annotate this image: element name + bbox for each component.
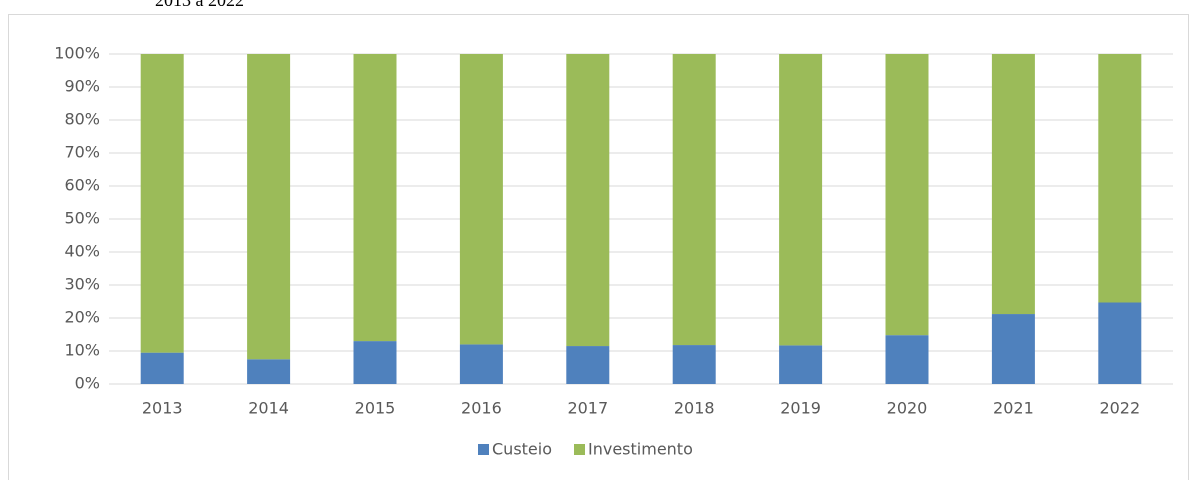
bar-segment — [247, 359, 291, 384]
y-tick-label: 70% — [64, 143, 100, 162]
bar-segment — [353, 54, 397, 342]
y-tick-label: 30% — [64, 275, 100, 294]
bar-segment — [991, 54, 1035, 315]
bar-segment — [459, 54, 503, 345]
y-tick-label: 10% — [64, 341, 100, 360]
bar-segment — [779, 345, 823, 384]
legend-swatch — [478, 444, 489, 455]
bar-segment — [1098, 54, 1142, 303]
y-tick-label: 0% — [75, 374, 100, 393]
legend-label: Custeio — [492, 440, 552, 459]
x-tick-label: 2013 — [142, 399, 183, 418]
x-tick-label: 2017 — [567, 399, 608, 418]
chart-title: 2013 a 2022 — [155, 0, 244, 10]
bar-segment — [566, 346, 610, 384]
bar-segment — [672, 345, 716, 384]
x-tick-label: 2021 — [993, 399, 1034, 418]
bar-segment — [672, 54, 716, 346]
x-tick-label: 2022 — [1099, 399, 1140, 418]
x-tick-label: 2016 — [461, 399, 502, 418]
bar-segment — [885, 335, 929, 384]
legend-label: Investimento — [588, 440, 693, 459]
x-tick-label: 2015 — [355, 399, 396, 418]
bar-segment — [885, 54, 929, 336]
bar-segment — [779, 54, 823, 346]
x-tick-label: 2019 — [780, 399, 821, 418]
bar-segment — [247, 54, 291, 360]
y-tick-label: 50% — [64, 209, 100, 228]
y-tick-label: 40% — [64, 242, 100, 261]
y-tick-label: 80% — [64, 110, 100, 129]
bar-segment — [140, 54, 184, 353]
bar-segment — [991, 314, 1035, 384]
y-tick-label: 90% — [64, 77, 100, 96]
bar-segment — [1098, 302, 1142, 384]
legend-swatch — [574, 444, 585, 455]
bar-segment — [459, 344, 503, 384]
y-tick-label: 60% — [64, 176, 100, 195]
bar-segment — [353, 341, 397, 384]
y-tick-label: 100% — [54, 44, 100, 63]
x-tick-label: 2018 — [674, 399, 715, 418]
y-tick-label: 20% — [64, 308, 100, 327]
bar-segment — [140, 352, 184, 384]
x-tick-label: 2014 — [248, 399, 289, 418]
x-tick-label: 2020 — [887, 399, 928, 418]
bar-segment — [566, 54, 610, 347]
